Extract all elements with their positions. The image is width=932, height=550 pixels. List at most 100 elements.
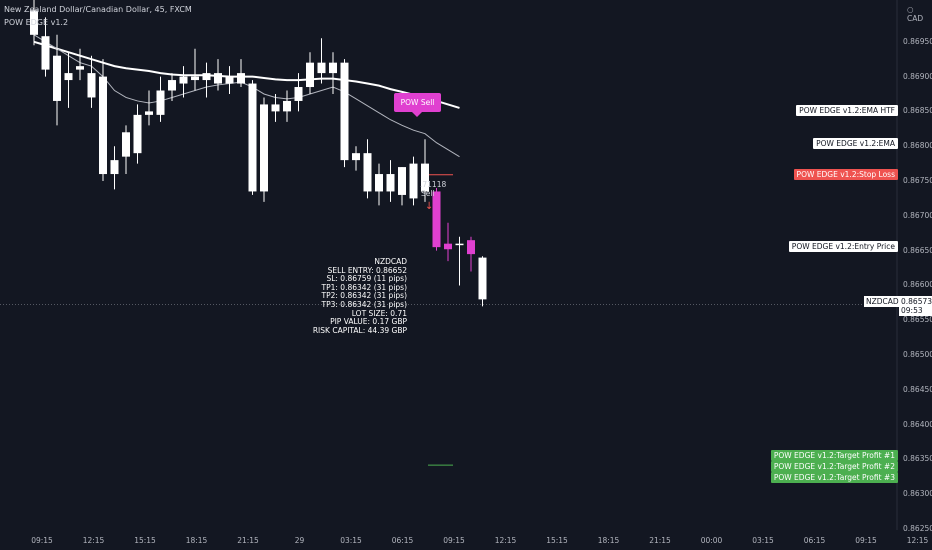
candle-body: [398, 167, 406, 195]
price-tick: 0.86500: [903, 350, 932, 360]
candle-body: [329, 62, 337, 74]
time-tick: 15:15: [546, 536, 568, 545]
time-tick: 12:15: [494, 536, 517, 545]
time-tick: 06:15: [803, 536, 826, 545]
candle-body: [122, 132, 130, 157]
candle-body: [306, 62, 314, 88]
candle-body: [375, 174, 383, 192]
indicator-label: POW EDGE v1.2:Target Profit #3: [770, 472, 898, 483]
time-tick: 12:15: [82, 536, 105, 545]
candle-body: [237, 73, 245, 84]
candle-countdown: 09:53: [901, 306, 923, 315]
candle-body: [317, 62, 326, 74]
trade-info-panel: NZDCAD SELL ENTRY: 0.86652 SL: 0.86759 (11…: [312, 257, 407, 335]
candle-body: [248, 83, 257, 192]
candle-body: [41, 36, 50, 70]
time-tick: 09:15: [31, 536, 53, 545]
candle-body: [64, 73, 73, 81]
candle-body: [87, 73, 96, 98]
candle-body: [53, 55, 61, 101]
candle-body: [76, 66, 84, 70]
trade-info-line: PIP VALUE: 0.17 GBP: [330, 317, 407, 327]
candle-body: [283, 100, 291, 112]
indicator-name[interactable]: POW EDGE v1.2: [4, 18, 69, 27]
candle-body: [99, 76, 107, 175]
candle-body: [444, 243, 452, 250]
indicator-label: POW EDGE v1.2:Stop Loss: [793, 169, 898, 180]
price-tick: 0.86750: [903, 176, 932, 185]
current-price: 0.86573: [901, 297, 932, 306]
candle-body: [478, 257, 487, 300]
time-tick: 21:15: [237, 536, 259, 545]
time-tick: 12:15: [906, 536, 929, 545]
candle-body: [133, 114, 142, 154]
time-tick: 21:15: [649, 536, 671, 545]
candle-body: [294, 87, 303, 101]
trade-info-line: TP1: 0.86342 (31 pips): [321, 282, 407, 292]
chart-title: New Zealand Dollar/Canadian Dollar, 45, …: [4, 5, 192, 14]
price-tick: 0.86300: [903, 489, 932, 499]
indicator-label: POW EDGE v1.2:Target Profit #2: [770, 461, 898, 472]
candle-signal-value: .71118: [420, 180, 447, 189]
price-tick: 0.86550: [903, 315, 932, 325]
time-tick: 03:15: [340, 536, 362, 545]
time-tick: 00:00: [700, 536, 723, 545]
time-tick: 09:15: [443, 536, 465, 545]
currency-circle-icon: ○: [907, 5, 914, 14]
trade-info-line: LOT SIZE: 0.71: [351, 308, 407, 318]
currency-code: CAD: [907, 14, 924, 23]
price-tick: 0.86900: [903, 71, 932, 81]
pow-sell-label: POW Sell: [394, 93, 441, 117]
price-tick: 0.86850: [903, 106, 932, 116]
candle-body: [352, 153, 360, 161]
indicator-label: POW EDGE v1.2:EMA HTF: [796, 105, 898, 116]
candle-body: [214, 73, 222, 84]
indicator-label: POW EDGE v1.2:Target Profit #1: [770, 450, 898, 461]
candle-body: [340, 62, 349, 161]
candle-body: [432, 191, 441, 248]
candle-body: [168, 80, 176, 91]
time-tick: 03:15: [752, 536, 774, 545]
price-tick: 0.86250: [903, 524, 932, 534]
price-tick: 0.86350: [903, 454, 932, 464]
candle-body: [110, 160, 119, 175]
candle-body: [363, 153, 372, 192]
candle-body: [260, 104, 268, 192]
candle-body: [225, 76, 234, 84]
price-tick: 0.86600: [903, 280, 932, 290]
trade-info-line: RISK CAPITAL: 44.39 GBP: [312, 325, 407, 335]
time-tick: 15:15: [134, 536, 156, 545]
currency-label[interactable]: ○ CAD: [907, 5, 932, 23]
candle-body: [156, 90, 165, 115]
candle-signal-sell: Sell: [421, 189, 435, 198]
candle-body: [421, 163, 429, 192]
trade-info-line: NZDCAD: [374, 257, 407, 266]
time-tick: 06:15: [391, 536, 414, 545]
indicator-label: POW EDGE v1.2:EMA: [813, 138, 898, 149]
candle-body: [179, 76, 188, 84]
time-tick: 18:15: [597, 536, 620, 545]
candle-body: [191, 76, 199, 81]
trade-info-line: TP3: 0.86342 (31 pips): [321, 299, 407, 309]
time-tick: 09:15: [855, 536, 877, 545]
time-tick: 18:15: [185, 536, 208, 545]
ema-htf-line: [33, 40, 460, 109]
price-tick: 0.86400: [903, 419, 932, 429]
candle-body: [271, 104, 280, 112]
current-price-badge: 0.86573 09:53: [899, 296, 932, 316]
indicator-label: POW EDGE v1.2:Entry Price: [788, 241, 898, 252]
price-tick: 0.86650: [903, 245, 932, 255]
candle-body: [455, 243, 464, 246]
time-tick: 29: [294, 536, 305, 545]
trade-info-line: SELL ENTRY: 0.86652: [327, 265, 407, 275]
candle-body: [202, 73, 211, 81]
price-tick: 0.86800: [903, 141, 932, 151]
candle-body: [409, 163, 418, 199]
price-tick: 0.86950: [903, 36, 932, 46]
symbol-price-label: NZDCAD: [864, 296, 901, 307]
candle-body: [467, 240, 475, 255]
sell-arrow-icon: ↓: [425, 201, 434, 212]
candle-body: [30, 10, 38, 35]
trade-info-line: SL: 0.86759 (11 pips): [326, 274, 407, 284]
